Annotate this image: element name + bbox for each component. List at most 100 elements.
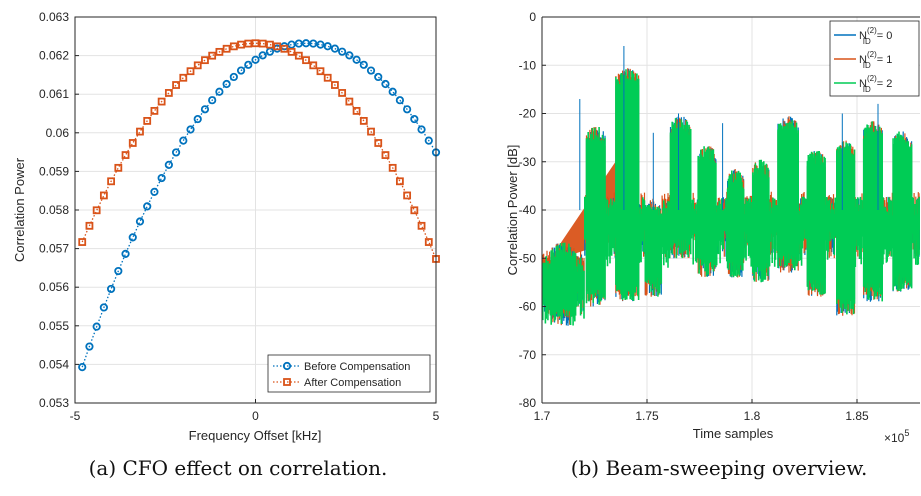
data-point-before — [424, 136, 433, 145]
y-tick-label: 0.062 — [39, 49, 69, 63]
data-point-before — [179, 136, 188, 145]
data-point-before — [244, 60, 253, 69]
y-tick-label: 0.055 — [39, 319, 69, 333]
data-point-after — [244, 39, 253, 48]
x-tick-label: 1.7 — [534, 409, 551, 423]
data-point-before — [345, 51, 354, 60]
data-point-after — [410, 206, 419, 215]
data-point-after — [251, 39, 260, 48]
x-tick-label: 1.75 — [635, 409, 659, 423]
data-point-after — [164, 89, 173, 97]
data-point-after — [186, 67, 195, 76]
y-axis-label: Correlation Power [dB] — [505, 145, 520, 276]
chart-cfo-effect: -5 0 5 0.053 0.054 0.055 0.056 0.057 0.058 0.059 0… — [12, 10, 441, 443]
data-point-before — [200, 105, 210, 114]
data-point-before — [150, 187, 159, 196]
data-point-before — [85, 342, 94, 351]
legend-label-0: N(2) ID = 0 — [859, 26, 892, 46]
data-point-after — [92, 206, 101, 215]
series-line-after — [81, 42, 437, 260]
y-tick-label: 0.053 — [39, 396, 69, 410]
y-tick-label: 0.06 — [46, 126, 70, 140]
data-point-after — [128, 139, 137, 147]
data-point-before — [251, 55, 260, 64]
data-point-after — [302, 56, 310, 65]
legend-label-1: N(2) ID = 1 — [859, 50, 892, 70]
data-point-after — [316, 67, 325, 76]
data-point-after — [266, 40, 274, 49]
data-point-after — [237, 40, 245, 49]
data-point-before — [374, 72, 383, 82]
data-point-before — [78, 363, 87, 372]
y-tick-label: 0.054 — [39, 357, 69, 371]
data-point-after — [229, 42, 238, 51]
data-point-after — [114, 163, 123, 172]
x-axis-label: Time samples — [693, 426, 774, 441]
data-point-after — [359, 117, 368, 125]
y-tick-label: -40 — [519, 203, 537, 217]
data-point-after — [381, 151, 390, 159]
data-point-before — [186, 125, 195, 134]
data-point-before — [403, 105, 412, 114]
legend: N(2) ID = 0 N(2) ID = 1 N(2) ID = 2 — [829, 20, 920, 97]
axis-ticks: 1.7 1.75 1.8 1.85 -80 -70 -60 -50 -40 -30 -20 -10 0 — [519, 10, 869, 423]
data-point-after — [193, 61, 202, 70]
data-point-before — [359, 60, 368, 69]
legend-label-before: Before Compensation — [304, 361, 410, 373]
data-point-before — [417, 125, 426, 134]
data-point-before — [215, 87, 224, 96]
data-point-before — [229, 72, 238, 82]
data-point-after — [395, 177, 404, 186]
y-tick-label: 0.057 — [39, 242, 69, 256]
x-multiplier-exp: 5 — [904, 428, 909, 438]
data-point-after — [143, 117, 152, 125]
data-point-after — [331, 81, 339, 89]
data-point-before — [323, 42, 332, 51]
data-point-before — [128, 233, 137, 242]
data-point-before — [92, 322, 101, 331]
x-tick-label: 0 — [252, 409, 259, 423]
data-point-before — [395, 96, 404, 105]
data-point-after — [403, 191, 412, 200]
x-tick-label: 5 — [433, 409, 440, 423]
data-point-after — [374, 139, 383, 147]
series-line-before — [81, 42, 437, 368]
x-tick-label: -5 — [70, 409, 81, 423]
y-tick-label: 0.056 — [39, 280, 69, 294]
data-point-after — [323, 73, 332, 82]
y-tick-label: 0.061 — [39, 87, 69, 101]
data-point-before — [222, 79, 231, 89]
data-point-after — [107, 177, 115, 186]
y-tick-label: 0 — [529, 10, 536, 24]
y-tick-label: -30 — [519, 155, 537, 169]
legend-marker-after — [283, 378, 291, 386]
data-point-after — [287, 47, 296, 56]
y-tick-label: 0.063 — [39, 10, 69, 24]
x-tick-label: 1.8 — [744, 409, 761, 423]
data-point-before — [193, 114, 202, 124]
legend-label-2: N(2) ID = 2 — [859, 74, 892, 94]
y-tick-label: -50 — [519, 251, 537, 265]
x-tick-label: 1.85 — [845, 409, 869, 423]
legend-marker-before — [282, 361, 292, 371]
data-point-before — [236, 66, 246, 75]
axis-ticks: -5 0 5 0.053 0.054 0.055 0.056 0.057 0.058 0.059 0… — [39, 10, 440, 423]
data-point-before — [143, 202, 152, 211]
x-axis-multiplier: ×105 — [884, 428, 909, 445]
caption-a: (a) CFO effect on correlation. — [88, 456, 388, 480]
data-point-after — [136, 127, 144, 136]
series-group — [542, 45, 920, 326]
data-point-before — [287, 40, 296, 49]
data-point-before — [309, 39, 318, 48]
data-point-before — [99, 303, 108, 312]
data-point-after — [352, 106, 361, 115]
data-point-before — [171, 148, 181, 157]
data-point-after — [172, 81, 180, 89]
data-point-after — [280, 44, 289, 53]
series-group — [78, 39, 441, 372]
data-point-after — [294, 51, 303, 60]
y-tick-label: 0.059 — [39, 164, 69, 178]
data-point-after — [258, 39, 267, 48]
legend-box — [267, 354, 431, 393]
